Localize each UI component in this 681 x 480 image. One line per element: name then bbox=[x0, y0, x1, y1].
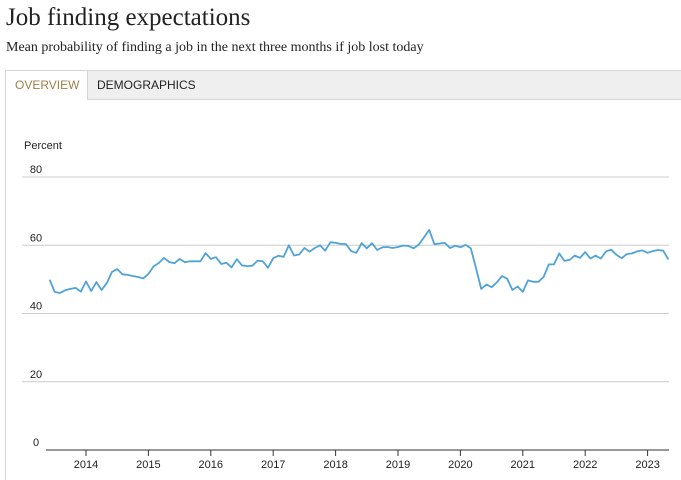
tab-overview[interactable]: OVERVIEW bbox=[6, 71, 88, 100]
page-subtitle: Mean probability of finding a job in the… bbox=[6, 40, 424, 55]
x-tick-label: 2023 bbox=[635, 459, 659, 471]
series-line-0[interactable] bbox=[48, 228, 670, 294]
x-tick-label: 2020 bbox=[448, 459, 472, 471]
x-tick-label: 2021 bbox=[511, 459, 535, 471]
y-tick-label: 20 bbox=[30, 369, 42, 381]
chart-panel: OVERVIEW DEMOGRAPHICS bbox=[5, 70, 681, 480]
x-tick-label: 2015 bbox=[136, 459, 160, 471]
tab-bar: OVERVIEW DEMOGRAPHICS bbox=[6, 71, 681, 100]
y-tick-label: 80 bbox=[30, 164, 42, 176]
tab-demographics[interactable]: DEMOGRAPHICS bbox=[97, 78, 196, 92]
x-tick-label: 2018 bbox=[323, 459, 347, 471]
x-tick-label: 2014 bbox=[74, 459, 98, 471]
y-tick-label: 60 bbox=[30, 232, 42, 244]
y-tick-label: 40 bbox=[30, 301, 42, 313]
x-tick-label: 2022 bbox=[573, 459, 597, 471]
x-tick-label: 2019 bbox=[386, 459, 410, 471]
page-title: Job finding expectations bbox=[6, 4, 251, 31]
y-tick-label: 0 bbox=[33, 437, 39, 449]
x-tick-label: 2017 bbox=[261, 459, 285, 471]
x-tick-label: 2016 bbox=[199, 459, 223, 471]
y-axis-label: Percent bbox=[24, 140, 62, 152]
